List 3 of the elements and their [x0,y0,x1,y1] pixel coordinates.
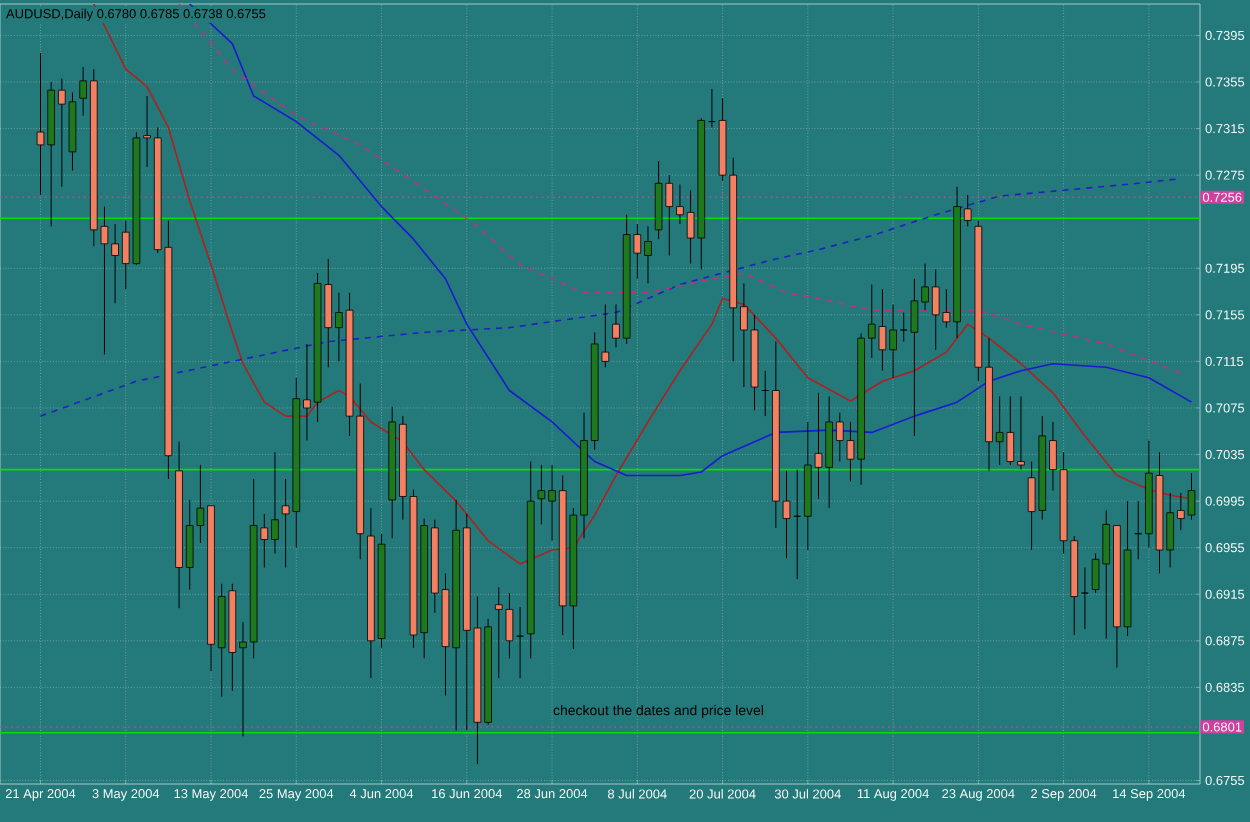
line-series [92,4,1193,565]
candlestick [1081,566,1089,630]
candlestick [516,606,524,679]
